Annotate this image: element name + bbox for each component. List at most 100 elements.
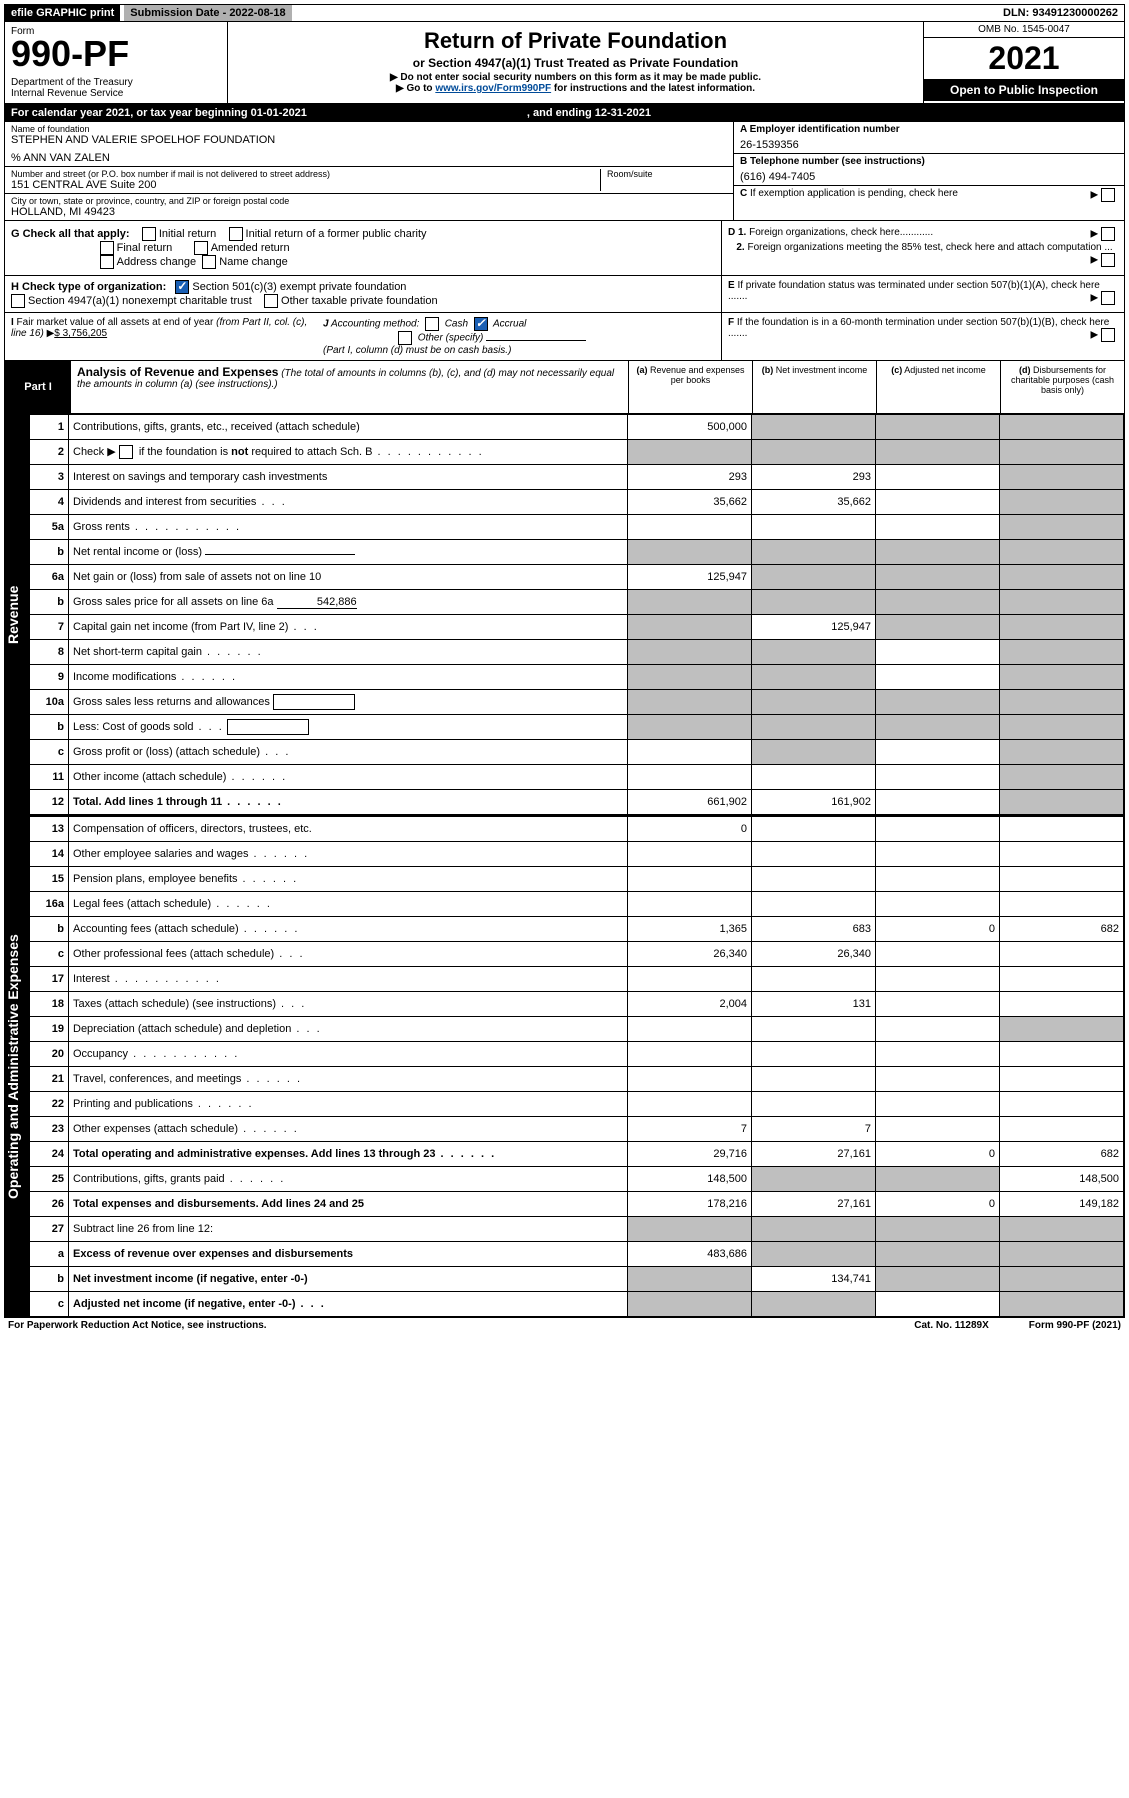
row-13: 13Compensation of officers, directors, t… xyxy=(30,817,1124,842)
row-10b: bLess: Cost of goods sold xyxy=(30,715,1124,740)
row-16b: bAccounting fees (attach schedule)1,3656… xyxy=(30,917,1124,942)
entity-block: Name of foundation STEPHEN AND VALERIE S… xyxy=(4,122,1125,221)
cash-checkbox[interactable] xyxy=(425,317,439,331)
amended-return-checkbox[interactable] xyxy=(194,241,208,255)
department: Department of the Treasury Internal Reve… xyxy=(11,77,221,99)
form-title: Return of Private Foundation xyxy=(234,28,917,54)
page-footer: For Paperwork Reduction Act Notice, see … xyxy=(4,1318,1125,1333)
revenue-side-label: Revenue xyxy=(5,414,29,815)
addr-change-label: Address change xyxy=(117,256,197,268)
f-section: F If the foundation is in a 60-month ter… xyxy=(721,313,1124,360)
d-section: D 1. Foreign organizations, check here..… xyxy=(721,221,1124,275)
row-10c: cGross profit or (loss) (attach schedule… xyxy=(30,740,1124,765)
row-16a: 16aLegal fees (attach schedule) xyxy=(30,892,1124,917)
addr-label: Number and street (or P.O. box number if… xyxy=(11,169,600,179)
c-label: C If exemption application is pending, c… xyxy=(740,188,958,199)
ein-label: A Employer identification number xyxy=(740,124,900,135)
irs-link[interactable]: www.irs.gov/Form990PF xyxy=(435,83,551,94)
col-a-head: (a) Revenue and expenses per books xyxy=(628,361,752,413)
form-subtitle: or Section 4947(a)(1) Trust Treated as P… xyxy=(234,56,917,70)
schb-checkbox[interactable] xyxy=(119,445,133,459)
expenses-side-label: Operating and Administrative Expenses xyxy=(5,816,29,1317)
row-2: 2Check ▶ if the foundation is not requir… xyxy=(30,440,1124,465)
row-8: 8Net short-term capital gain xyxy=(30,640,1124,665)
j-note: (Part I, column (d) must be on cash basi… xyxy=(323,345,511,356)
other-taxable-label: Other taxable private foundation xyxy=(281,295,438,307)
row-22: 22Printing and publications xyxy=(30,1092,1124,1117)
omb-number: OMB No. 1545-0047 xyxy=(924,22,1124,38)
initial-former-label: Initial return of a former public charit… xyxy=(246,228,427,240)
form-header: Form 990-PF Department of the Treasury I… xyxy=(4,22,1125,104)
g-d-row: G Check all that apply: Initial return I… xyxy=(4,221,1125,276)
city-label: City or town, state or province, country… xyxy=(11,196,727,206)
care-of: % ANN VAN ZALEN xyxy=(11,152,727,164)
part1-desc: Analysis of Revenue and Expenses (The to… xyxy=(71,361,628,413)
initial-former-checkbox[interactable] xyxy=(229,227,243,241)
row-14: 14Other employee salaries and wages xyxy=(30,842,1124,867)
row-9: 9Income modifications xyxy=(30,665,1124,690)
note-ssn: ▶ Do not enter social security numbers o… xyxy=(234,72,917,83)
other-method-checkbox[interactable] xyxy=(398,331,412,345)
form-ref: Form 990-PF (2021) xyxy=(1029,1320,1121,1331)
initial-return-checkbox[interactable] xyxy=(142,227,156,241)
row-10a: 10aGross sales less returns and allowanc… xyxy=(30,690,1124,715)
tax-year: 2021 xyxy=(924,38,1124,79)
phone-label: B Telephone number (see instructions) xyxy=(740,156,925,167)
row-3: 3Interest on savings and temporary cash … xyxy=(30,465,1124,490)
header-right: OMB No. 1545-0047 2021 Open to Public In… xyxy=(923,22,1124,103)
expenses-section: Operating and Administrative Expenses 13… xyxy=(4,816,1125,1318)
final-return-checkbox[interactable] xyxy=(100,241,114,255)
row-17: 17Interest xyxy=(30,967,1124,992)
amended-return-label: Amended return xyxy=(211,242,290,254)
row-16c: cOther professional fees (attach schedul… xyxy=(30,942,1124,967)
room-label: Room/suite xyxy=(607,169,727,179)
efile-print[interactable]: efile GRAPHIC print xyxy=(5,5,120,21)
row-6a: 6aNet gain or (loss) from sale of assets… xyxy=(30,565,1124,590)
i-section: I Fair market value of all assets at end… xyxy=(5,313,317,360)
other-taxable-checkbox[interactable] xyxy=(264,294,278,308)
g-label: G Check all that apply: xyxy=(11,228,130,240)
row-6b: bGross sales price for all assets on lin… xyxy=(30,590,1124,615)
header-center: Return of Private Foundation or Section … xyxy=(228,22,923,103)
initial-return-label: Initial return xyxy=(159,228,216,240)
row-7: 7Capital gain net income (from Part IV, … xyxy=(30,615,1124,640)
e-checkbox[interactable] xyxy=(1101,291,1115,305)
col-d-head: (d) Disbursements for charitable purpose… xyxy=(1000,361,1124,413)
dln: DLN: 93491230000262 xyxy=(997,5,1124,21)
row-18: 18Taxes (attach schedule) (see instructi… xyxy=(30,992,1124,1017)
row-26: 26Total expenses and disbursements. Add … xyxy=(30,1192,1124,1217)
period-row: For calendar year 2021, or tax year begi… xyxy=(4,104,1125,122)
name-label: Name of foundation xyxy=(11,124,727,134)
h-label: H Check type of organization: xyxy=(11,281,166,293)
row-5b: bNet rental income or (loss) xyxy=(30,540,1124,565)
501c3-label: Section 501(c)(3) exempt private foundat… xyxy=(192,281,406,293)
501c3-checkbox[interactable] xyxy=(175,280,189,294)
expenses-table: 13Compensation of officers, directors, t… xyxy=(29,816,1124,1317)
period-end: , and ending 12-31-2021 xyxy=(527,107,651,119)
row-20: 20Occupancy xyxy=(30,1042,1124,1067)
row-19: 19Depreciation (attach schedule) and dep… xyxy=(30,1017,1124,1042)
4947-checkbox[interactable] xyxy=(11,294,25,308)
accrual-checkbox[interactable] xyxy=(474,317,488,331)
c-arrow: ▶ xyxy=(1091,188,1118,202)
row-24: 24Total operating and administrative exp… xyxy=(30,1142,1124,1167)
paperwork-notice: For Paperwork Reduction Act Notice, see … xyxy=(8,1320,267,1331)
4947-label: Section 4947(a)(1) nonexempt charitable … xyxy=(28,295,252,307)
d2-checkbox[interactable] xyxy=(1101,253,1115,267)
part1-label: Part I xyxy=(5,361,71,413)
row-1: 1Contributions, gifts, grants, etc., rec… xyxy=(30,415,1124,440)
form-number: 990-PF xyxy=(11,33,221,75)
c-checkbox[interactable] xyxy=(1101,188,1115,202)
f-checkbox[interactable] xyxy=(1101,328,1115,342)
row-27b: bNet investment income (if negative, ent… xyxy=(30,1267,1124,1292)
name-change-checkbox[interactable] xyxy=(202,255,216,269)
row-11: 11Other income (attach schedule) xyxy=(30,765,1124,790)
j-section: J Accounting method: Cash Accrual Other … xyxy=(317,313,721,360)
ij-f-row: I Fair market value of all assets at end… xyxy=(4,313,1125,361)
header-left: Form 990-PF Department of the Treasury I… xyxy=(5,22,228,103)
addr-change-checkbox[interactable] xyxy=(100,255,114,269)
col-c-head: (c) Adjusted net income xyxy=(876,361,1000,413)
row-5a: 5aGross rents xyxy=(30,515,1124,540)
d1-checkbox[interactable] xyxy=(1101,227,1115,241)
phone: (616) 494-7405 xyxy=(740,171,1118,183)
